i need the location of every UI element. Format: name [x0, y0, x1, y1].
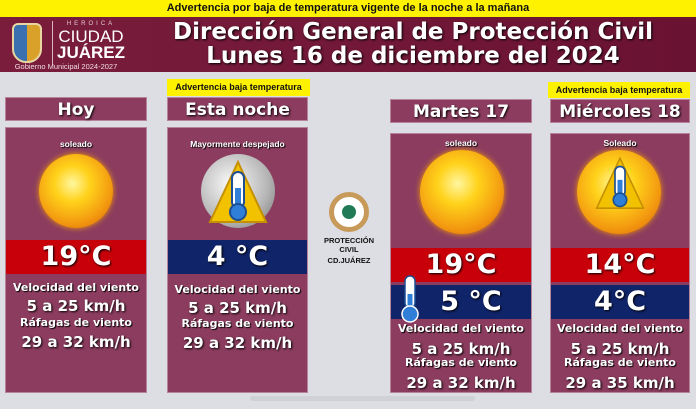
header: HEROICA CIUDAD JUÁREZ Gobierno Municipal… [0, 17, 696, 72]
divider [52, 21, 53, 65]
low-temp: 4 °C [168, 240, 307, 274]
page-title: Dirección General de Protección Civil [173, 19, 653, 45]
wind-value: 5 a 25 km/h [570, 340, 670, 358]
low-temp: 4°C [551, 285, 689, 319]
logo-line1: PROTECCIÓN CIVIL [323, 236, 374, 254]
logo-ciudad: CIUDAD [58, 27, 124, 46]
condition: soleado [59, 139, 93, 149]
logo-line2: CD.JUÁREZ [327, 256, 371, 265]
high-temp: 19°C [391, 248, 531, 282]
proteccion-civil-logo: PROTECCIÓN CIVIL CD.JUÁREZ [316, 192, 382, 265]
day-card-martes: soleado 19°C 5 °C Velocidad del viento 5… [390, 133, 532, 393]
condition: soleado [444, 138, 478, 148]
horizontal-scrollbar[interactable] [250, 396, 475, 401]
gust-label: Ráfagas de viento [564, 356, 676, 369]
low-temp-warning: Advertencia baja temperatura [167, 79, 310, 96]
day-card-hoy: soleado 19°C Velocidad del viento 5 a 25… [5, 127, 147, 393]
day-card-miercoles: Soleado 14°C 4°C Velocidad del viento 5 … [550, 133, 690, 393]
wind-value: 5 a 25 km/h [26, 297, 126, 315]
wind-label: Velocidad del viento [13, 281, 139, 294]
day-title-miercoles: Miércoles 18 [550, 99, 690, 123]
gust-value: 29 a 32 km/h [21, 333, 131, 351]
condition: Soleado [603, 138, 637, 148]
condition: Mayormente despejado [190, 139, 285, 149]
sun-icon [420, 150, 504, 234]
wind-label: Velocidad del viento [174, 283, 301, 296]
page-date: Lunes 16 de diciembre del 2024 [206, 43, 620, 69]
gust-value: 29 a 32 km/h [406, 374, 516, 392]
coat-of-arms-icon [12, 23, 42, 63]
high-temp: 19°C [6, 240, 146, 274]
low-temp-warning: Advertencia baja temperatura [548, 82, 690, 98]
cold-thermometer-icon [208, 160, 268, 223]
gust-label: Ráfagas de viento [20, 316, 132, 329]
high-temp: 14°C [551, 248, 689, 282]
wind-label: Velocidad del viento [398, 322, 524, 335]
day-title-esta-noche: Esta noche [167, 97, 308, 121]
wind-value: 5 a 25 km/h [188, 299, 287, 317]
thermometer-icon [401, 275, 419, 323]
day-title-hoy: Hoy [5, 97, 147, 121]
gust-value: 29 a 35 km/h [565, 374, 675, 392]
gust-value: 29 a 32 km/h [182, 334, 293, 352]
sun-icon [39, 154, 113, 228]
logo-juarez: JUÁREZ [56, 43, 125, 62]
cold-thermometer-icon [595, 156, 645, 209]
gust-label: Ráfagas de viento [181, 317, 294, 330]
logo-heroica: HEROICA [66, 21, 116, 27]
proteccion-civil-emblem-icon [329, 192, 369, 232]
wind-value: 5 a 25 km/h [411, 340, 511, 358]
day-title-martes: Martes 17 [390, 99, 532, 123]
warning-banner: Advertencia por baja de temperatura vige… [0, 0, 696, 17]
logo-gobierno: Gobierno Municipal 2024-2027 [14, 62, 118, 71]
wind-label: Velocidad del viento [557, 322, 683, 335]
gust-label: Ráfagas de viento [405, 356, 517, 369]
day-card-esta-noche: Mayormente despejado 4 °C Velocidad del … [167, 127, 308, 393]
